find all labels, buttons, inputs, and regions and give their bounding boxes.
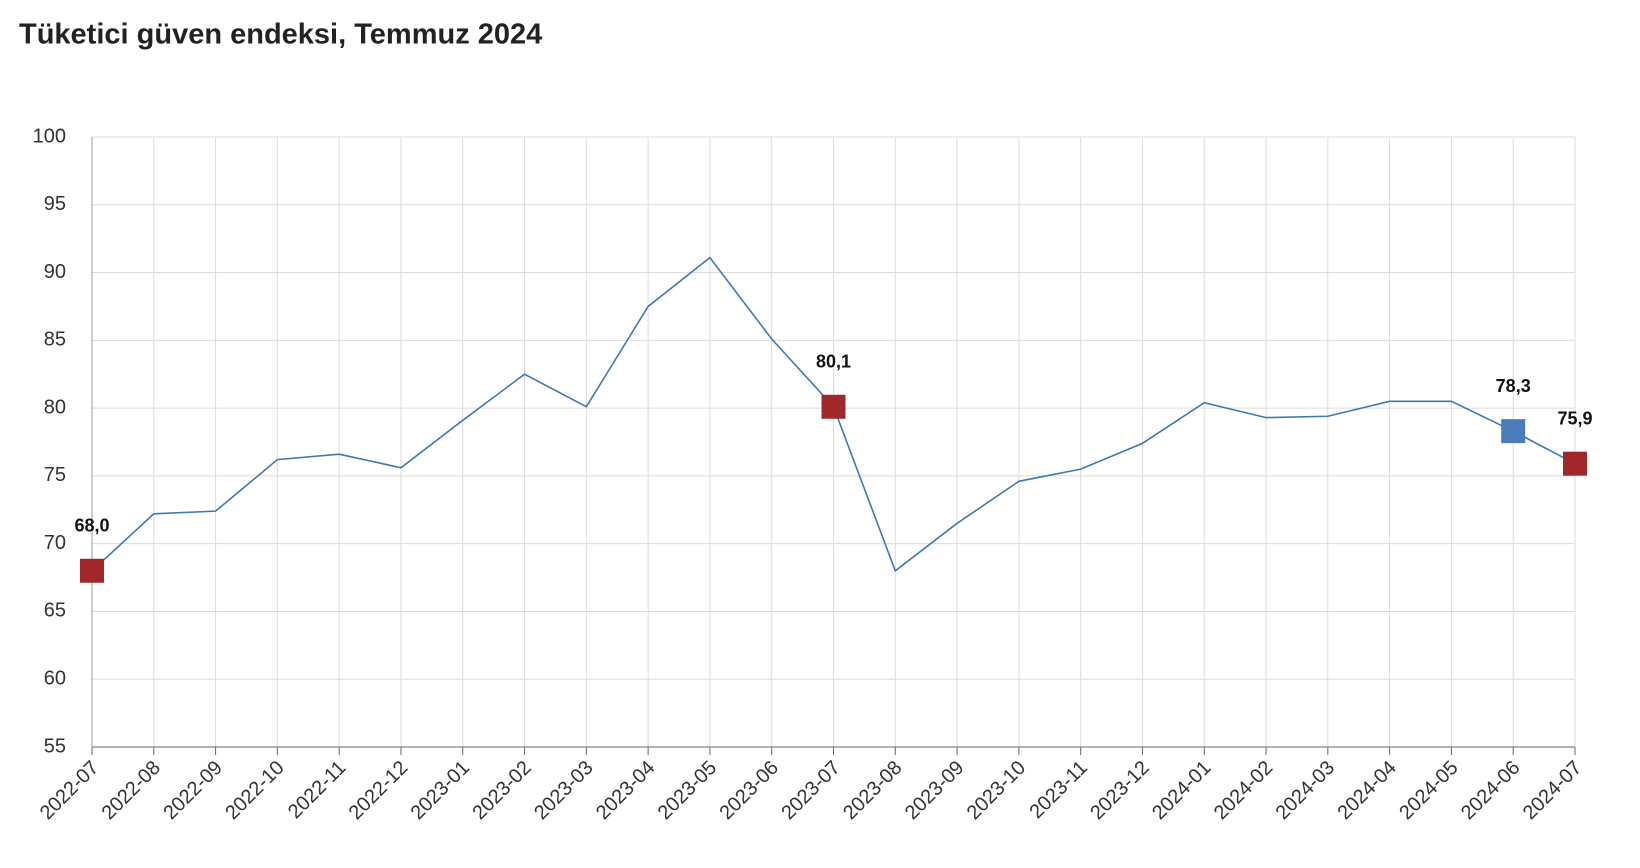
value-label: 68,0 [74,516,109,536]
y-tick-label: 75 [44,464,66,486]
x-tick-label: 2023-07 [777,757,844,824]
x-tick-label: 2024-04 [1333,757,1400,824]
x-tick-label: 2023-12 [1086,757,1153,824]
value-label: 80,1 [816,352,851,372]
x-tick-label: 2024-03 [1272,757,1339,824]
x-tick-label: 2022-07 [36,757,103,824]
x-tick-label: 2023-02 [468,757,535,824]
x-tick-label: 2023-06 [716,757,783,824]
x-tick-label: 2023-11 [1026,757,1092,823]
x-tick-label: 2024-05 [1395,757,1462,824]
x-tick-label: 2022-09 [159,757,226,824]
x-tick-label: 2023-05 [654,757,721,824]
x-tick-label: 2024-02 [1210,757,1277,824]
x-tick-label: 2023-08 [839,757,906,824]
highlight-marker [1501,419,1526,444]
y-tick-label: 85 [44,329,66,351]
value-label: 78,3 [1496,376,1531,396]
y-tick-label: 90 [44,261,66,283]
chart-title: Tüketici güven endeksi, Temmuz 2024 [19,19,542,51]
x-tick-label: 2022-10 [221,757,288,824]
x-tick-label: 2022-11 [284,757,350,823]
x-tick-label: 2023-01 [407,757,474,824]
x-tick-label: 2023-10 [963,757,1030,824]
y-tick-label: 65 [44,600,66,622]
x-tick-label: 2023-03 [530,757,597,824]
x-tick-label: 2024-01 [1148,757,1215,824]
highlight-marker [80,558,104,583]
y-tick-label: 100 [33,125,66,147]
highlight-marker [821,394,846,419]
x-tick-label: 2023-04 [592,757,659,824]
x-tick-label: 2022-08 [98,757,165,824]
y-tick-label: 80 [44,396,66,418]
y-tick-label: 60 [44,668,66,690]
y-tick-label: 95 [44,193,66,215]
x-tick-label: 2023-09 [901,757,968,824]
y-tick-label: 55 [44,735,66,757]
highlight-marker [1563,451,1587,476]
x-tick-label: 2024-06 [1457,757,1524,824]
x-tick-label: 2022-12 [345,757,412,824]
x-tick-label: 2024-07 [1519,757,1586,824]
value-label: 75,9 [1557,408,1592,428]
y-tick-label: 70 [44,532,66,554]
